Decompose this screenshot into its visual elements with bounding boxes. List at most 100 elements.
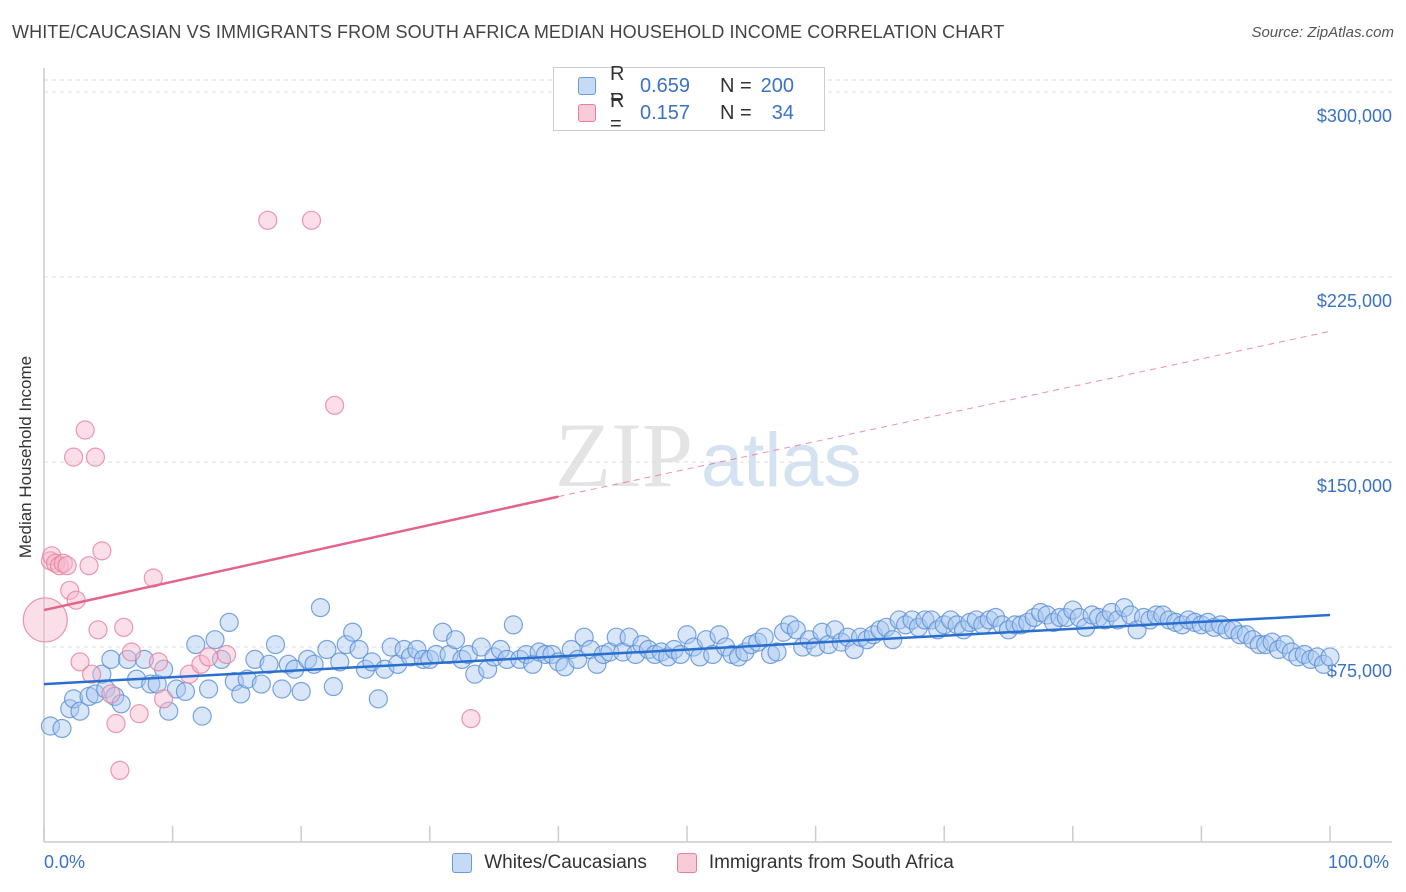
white-point [349,639,369,660]
white-point [677,625,697,645]
y-tick-label: $300,000 [1317,106,1392,126]
white-point [625,644,646,665]
white-point [63,689,84,709]
x-tick-label-0: 0.0% [44,852,86,872]
white-point [767,642,787,662]
white-point [259,654,279,674]
white-point [1230,625,1250,645]
white-trend-line [43,613,1331,686]
white-point [503,615,523,635]
chart-title: WHITE/CAUCASIAN VS IMMIGRANTS FROM SOUTH… [12,22,1005,42]
immigrant-point [301,210,322,230]
white-point [186,634,206,655]
white-point [561,639,581,660]
legend-swatch-immigrants [578,104,596,122]
immigrant-point [60,580,80,600]
white-point [368,689,388,709]
series-legend: Whites/Caucasians Immigrants from South … [0,852,1406,874]
white-point [159,701,179,721]
immigrant-trend-line [43,495,559,612]
white-point [323,676,343,697]
white-point [298,649,318,670]
series-swatch-white [452,853,473,873]
white-point [245,649,265,670]
y-tick-label: $75,000 [1327,661,1392,681]
white-point [998,620,1019,640]
white-point [111,694,131,714]
immigrant-point [325,395,345,415]
correlation-legend: R = 0.659 N = 200 R = 0.157 N = 34 [553,63,825,135]
white-point [542,644,562,665]
series-label-white: Whites/Caucasians [484,852,647,873]
white-point [265,634,286,655]
white-point [407,639,427,660]
immigrant-point [153,689,174,709]
legend-r-label: R = [610,63,625,108]
white-point [70,701,90,721]
white-point [632,634,652,655]
immigrant-point [57,556,77,576]
white-point [452,649,472,670]
white-point [330,652,350,672]
white-point [85,684,106,704]
immigrant-trend-extension [558,330,1331,498]
watermark-zip: ZIP [555,404,693,506]
immigrant-point [461,708,481,729]
legend-n-value: 34 [771,101,794,124]
immigrant-point [121,642,142,662]
legend-n-label: N = [720,74,752,97]
legend-r-label: R = [610,90,625,135]
y-axis-title: Median Household Income [16,355,35,559]
series-swatch-immigrants [676,853,697,873]
white-point [251,674,271,694]
white-point [272,679,292,699]
legend-n-label: N = [720,101,752,124]
immigrant-point [148,652,169,672]
white-point [754,627,774,647]
immigrant-point [191,654,211,674]
immigrant-point [66,590,86,610]
white-point [343,622,363,642]
white-point [40,716,61,736]
white-point [52,718,72,739]
white-point [199,679,219,699]
immigrant-point [22,597,68,643]
white-point [192,706,212,726]
legend-row-immigrants: R = 0.157 N = 34 [578,90,794,135]
white-point [523,654,543,674]
white-point [928,620,948,640]
white-point [941,610,961,630]
white-point [336,634,356,655]
series-label-immigrants: Immigrants from South Africa [708,852,954,873]
white-point [92,664,112,684]
watermark: ZIP atlas [555,402,862,508]
white-point [317,639,337,660]
legend-row-white: R = 0.659 N = 200 [578,63,794,108]
immigrant-point [101,684,121,704]
white-point [1243,630,1263,650]
white-point [986,607,1006,628]
immigrant-point [199,647,219,667]
white-point [786,620,806,640]
series-legend-immigrants: Immigrants from South Africa [676,852,954,874]
legend-swatch-white [578,77,596,95]
white-point [1313,654,1334,674]
chart-source: Source: ZipAtlas.com [1251,24,1394,41]
white-point [1063,600,1083,620]
white-point [1043,612,1064,633]
immigrant-point [81,664,102,684]
immigrant-point [85,447,106,467]
white-point [709,625,729,645]
white-point [278,654,298,674]
series-legend-white: Whites/Caucasians [452,852,647,874]
white-point [780,615,800,635]
immigrant-point [63,447,84,467]
white-point [355,659,376,679]
x-tick-label-100: 100.0% [1328,852,1390,872]
white-point [574,627,594,647]
white-point [101,649,121,670]
white-point [1101,602,1121,623]
immigrant-point [258,210,278,230]
white-point [1275,634,1295,655]
